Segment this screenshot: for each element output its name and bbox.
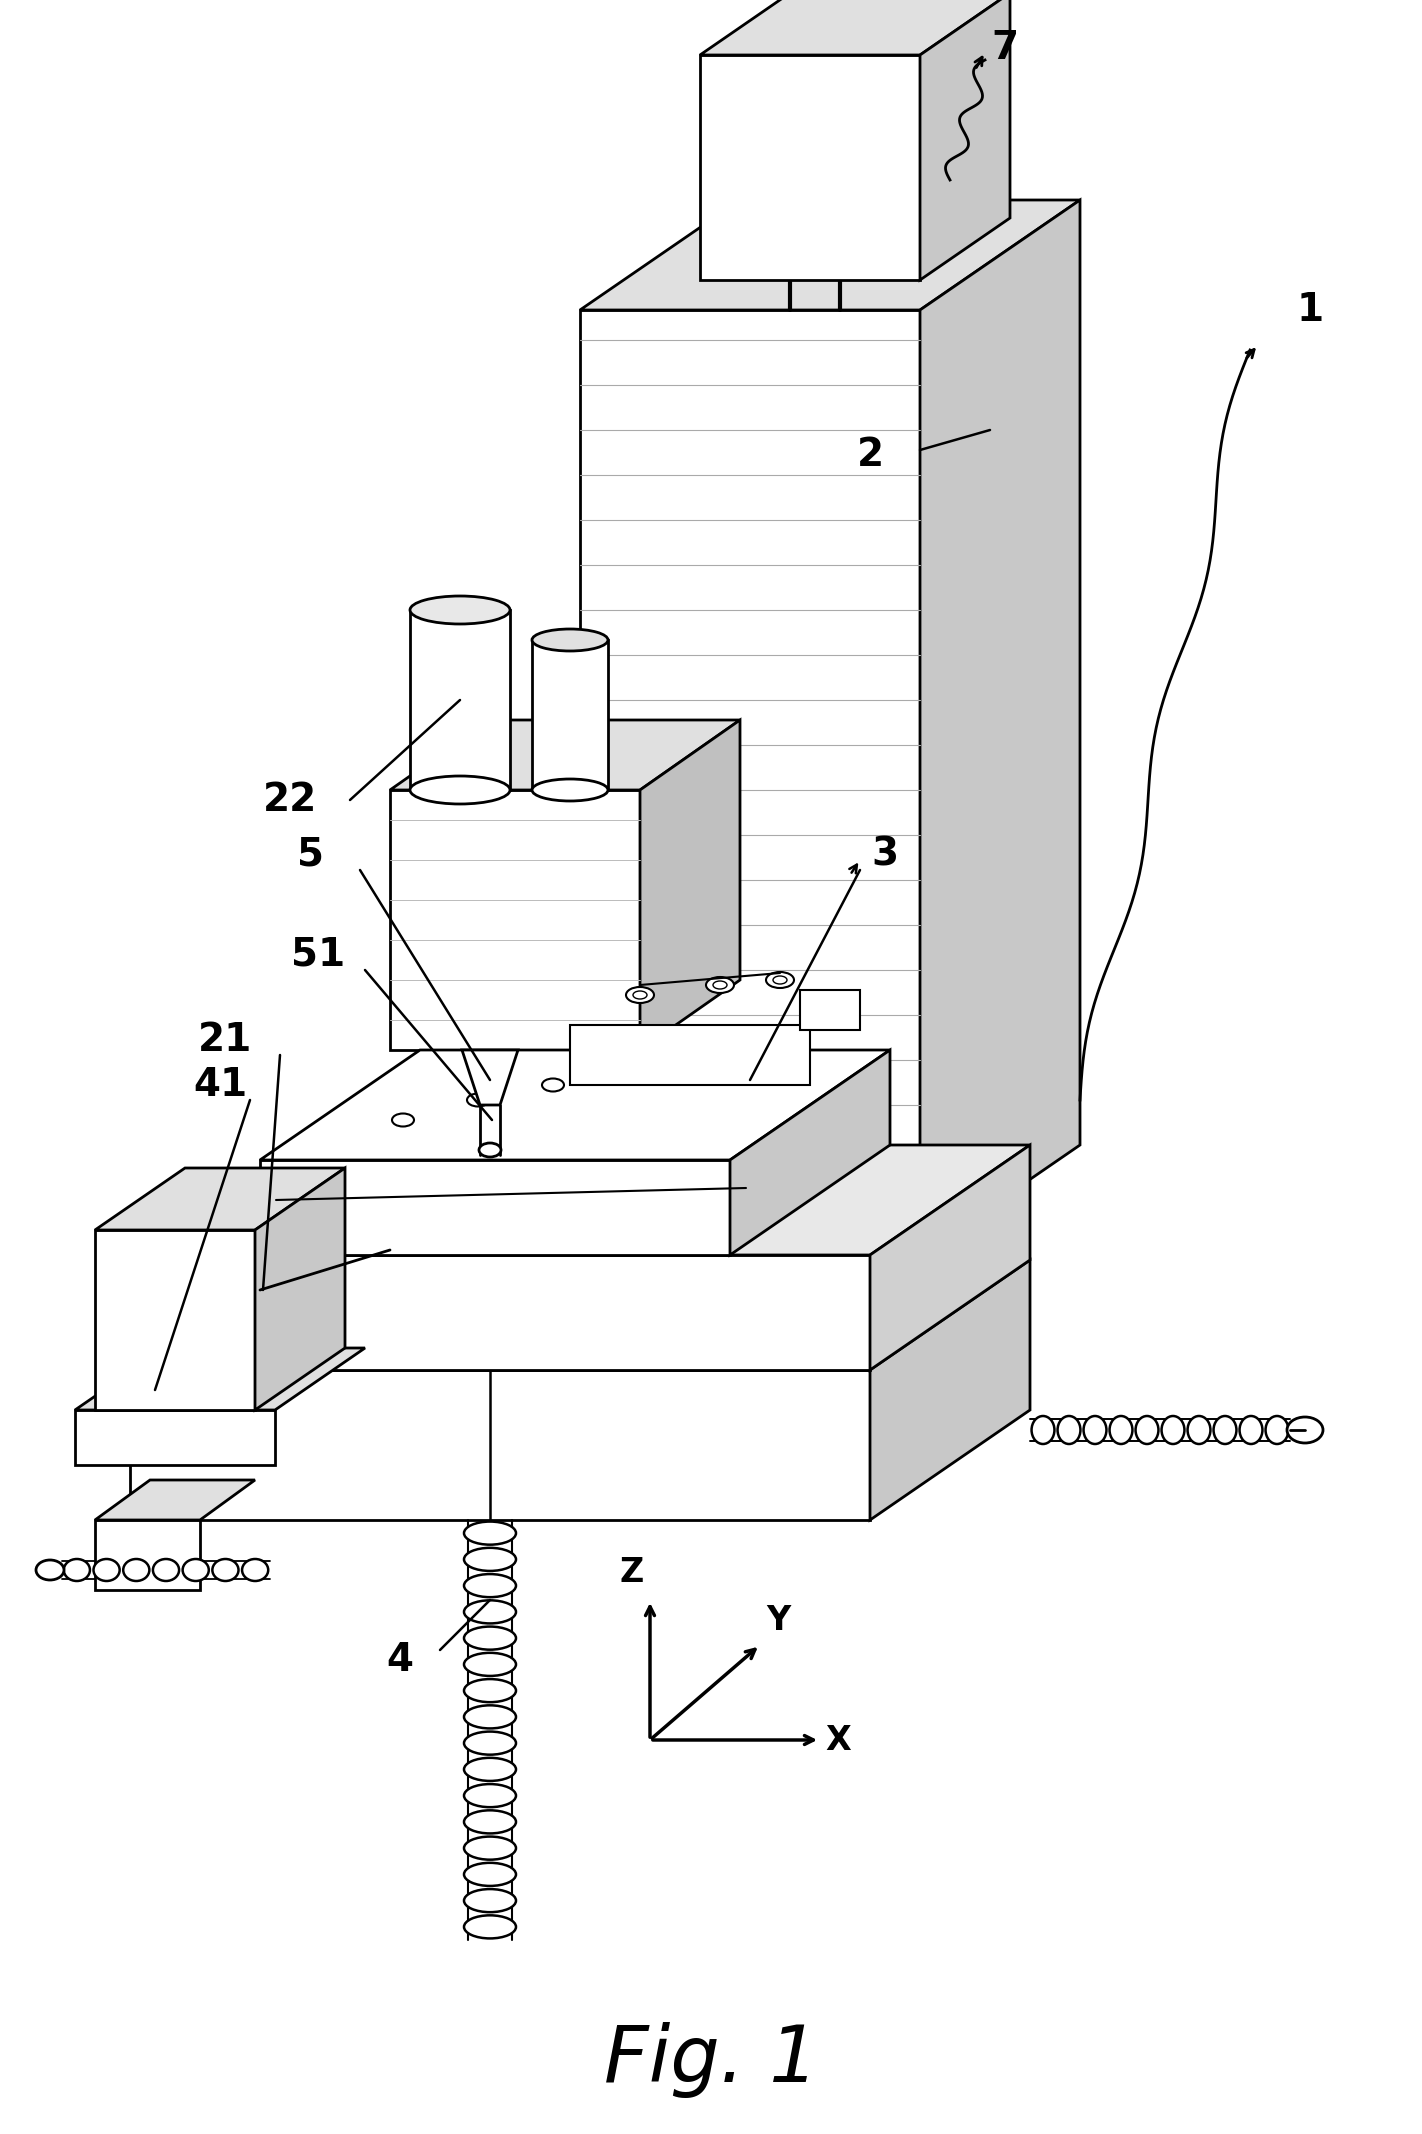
Ellipse shape	[464, 1575, 516, 1596]
Polygon shape	[95, 1229, 255, 1411]
Ellipse shape	[464, 1837, 516, 1859]
Ellipse shape	[464, 1522, 516, 1545]
Ellipse shape	[94, 1560, 119, 1581]
Text: X: X	[825, 1724, 850, 1756]
Polygon shape	[95, 1167, 346, 1229]
Ellipse shape	[464, 1758, 516, 1782]
Ellipse shape	[154, 1560, 179, 1581]
Ellipse shape	[242, 1560, 269, 1581]
Ellipse shape	[464, 1679, 516, 1703]
Ellipse shape	[1031, 1417, 1055, 1445]
Ellipse shape	[464, 1863, 516, 1886]
Ellipse shape	[410, 777, 510, 805]
Polygon shape	[75, 1411, 274, 1466]
Polygon shape	[129, 1370, 870, 1519]
Polygon shape	[171, 1146, 1030, 1255]
Text: 41: 41	[193, 1067, 247, 1103]
Polygon shape	[462, 1050, 518, 1105]
Ellipse shape	[410, 595, 510, 623]
Polygon shape	[171, 1255, 870, 1370]
Polygon shape	[95, 1481, 255, 1519]
Text: 7: 7	[991, 30, 1018, 66]
Ellipse shape	[212, 1560, 239, 1581]
Polygon shape	[920, 0, 1010, 280]
Polygon shape	[260, 1050, 890, 1161]
Polygon shape	[729, 1050, 890, 1255]
Ellipse shape	[1213, 1417, 1237, 1445]
Polygon shape	[390, 719, 739, 790]
Text: 3: 3	[872, 837, 899, 875]
Polygon shape	[580, 201, 1079, 309]
Ellipse shape	[464, 1547, 516, 1571]
Ellipse shape	[464, 1916, 516, 1938]
Text: 2: 2	[856, 435, 883, 474]
Text: 4: 4	[387, 1641, 414, 1679]
Ellipse shape	[1266, 1417, 1288, 1445]
Text: 22: 22	[263, 781, 317, 819]
Ellipse shape	[464, 1626, 516, 1650]
Polygon shape	[390, 790, 640, 1050]
Ellipse shape	[464, 1889, 516, 1912]
Text: Fig. 1: Fig. 1	[603, 2023, 819, 2098]
Ellipse shape	[1240, 1417, 1263, 1445]
Polygon shape	[920, 201, 1079, 1255]
Ellipse shape	[182, 1560, 209, 1581]
Ellipse shape	[464, 1731, 516, 1754]
Ellipse shape	[464, 1705, 516, 1729]
Ellipse shape	[1058, 1417, 1081, 1445]
Ellipse shape	[1109, 1417, 1132, 1445]
Ellipse shape	[1187, 1417, 1210, 1445]
Text: 5: 5	[297, 837, 323, 875]
Polygon shape	[870, 1259, 1030, 1519]
Polygon shape	[700, 55, 920, 280]
Ellipse shape	[464, 1784, 516, 1807]
Polygon shape	[129, 1259, 1030, 1370]
Text: 51: 51	[292, 937, 346, 973]
Polygon shape	[410, 610, 510, 790]
Ellipse shape	[464, 1810, 516, 1833]
Polygon shape	[532, 640, 609, 790]
Ellipse shape	[36, 1560, 64, 1579]
Ellipse shape	[766, 971, 793, 988]
Ellipse shape	[124, 1560, 149, 1581]
Text: Y: Y	[766, 1605, 791, 1637]
Ellipse shape	[1136, 1417, 1159, 1445]
Ellipse shape	[464, 1654, 516, 1675]
Ellipse shape	[1162, 1417, 1185, 1445]
Ellipse shape	[1287, 1417, 1322, 1443]
Ellipse shape	[479, 1144, 501, 1157]
Polygon shape	[801, 990, 860, 1031]
Text: Z: Z	[620, 1556, 644, 1590]
Polygon shape	[95, 1519, 201, 1590]
Ellipse shape	[705, 977, 734, 992]
Polygon shape	[700, 0, 1010, 55]
Polygon shape	[75, 1349, 365, 1411]
Polygon shape	[255, 1167, 346, 1411]
Text: 21: 21	[198, 1020, 252, 1058]
Ellipse shape	[464, 1600, 516, 1624]
Polygon shape	[260, 1161, 729, 1255]
Polygon shape	[870, 1146, 1030, 1370]
Ellipse shape	[532, 630, 609, 651]
Ellipse shape	[64, 1560, 90, 1581]
Ellipse shape	[532, 779, 609, 800]
Ellipse shape	[1084, 1417, 1106, 1445]
Polygon shape	[570, 1024, 811, 1084]
Polygon shape	[580, 309, 920, 1255]
Polygon shape	[640, 719, 739, 1050]
Text: 1: 1	[1297, 290, 1324, 329]
Ellipse shape	[626, 988, 654, 1003]
